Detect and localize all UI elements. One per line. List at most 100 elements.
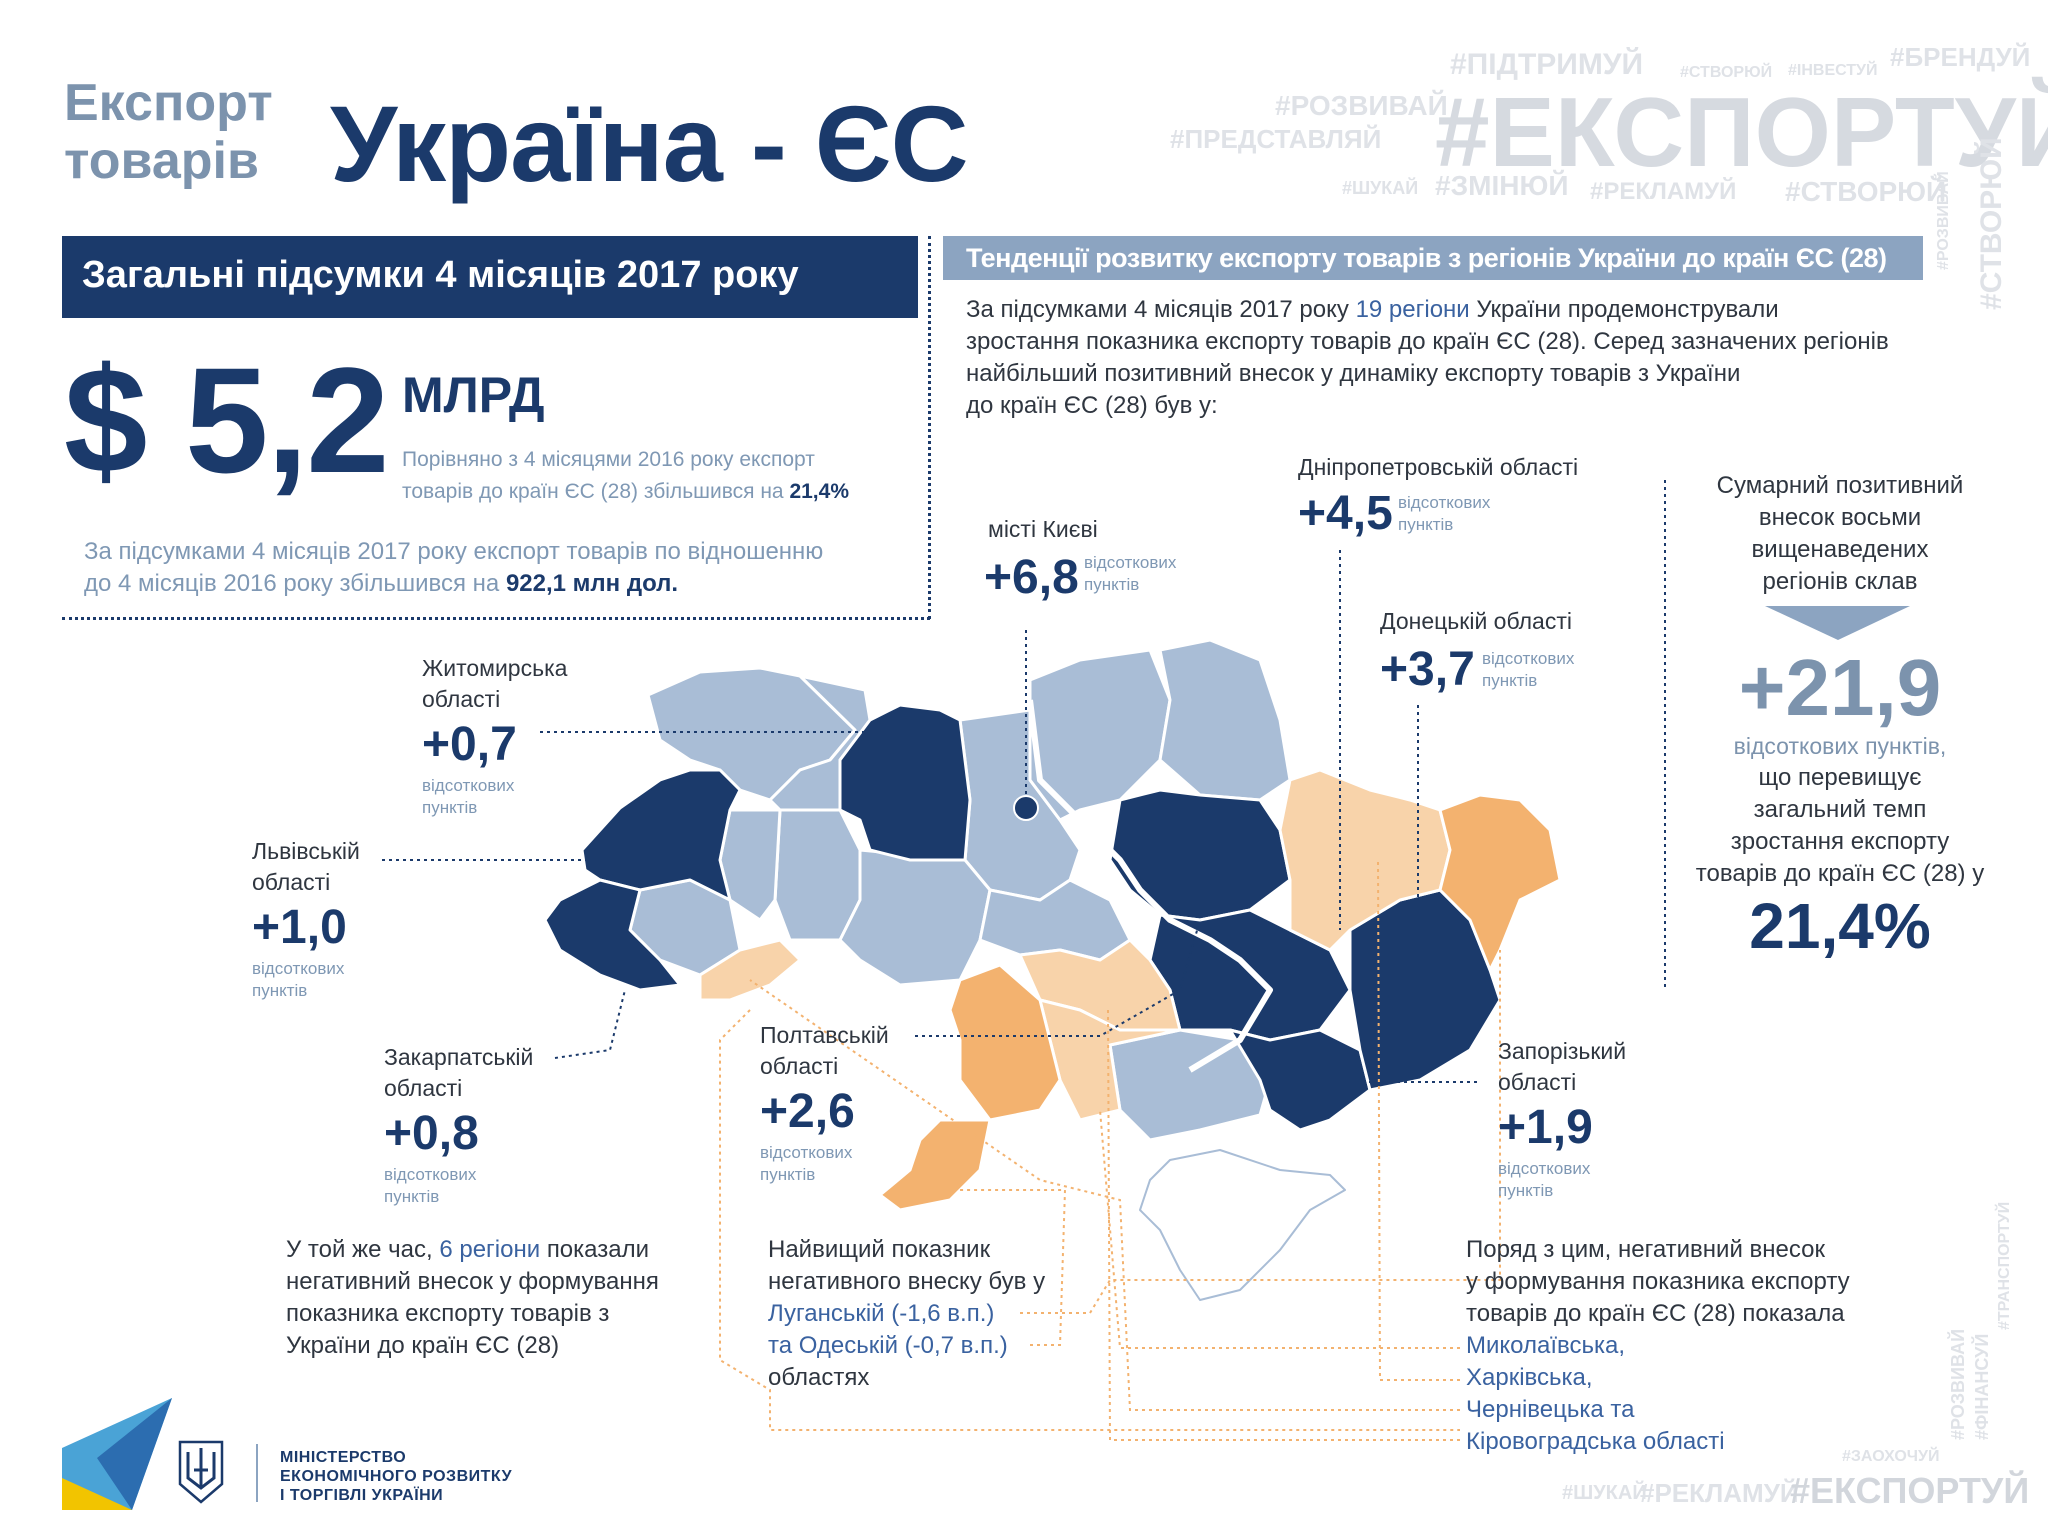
connector-odesa <box>960 1189 1067 1346</box>
trends-header-text: Тенденції розвитку експорту товарів з ре… <box>966 243 1887 273</box>
hashtag-4: #БРЕНДУЙ <box>1890 42 2031 72</box>
kyiv-value: +6,8 <box>984 551 1079 604</box>
page-title: Україна - ЄС <box>330 83 969 204</box>
map-regions <box>543 638 1562 1301</box>
negative-right: Поряд з цим, негативний внесок у формува… <box>1466 1234 1850 1458</box>
connector-zakarpattia <box>554 989 626 1059</box>
increase-line1: За підсумками 4 місяців 2017 року експор… <box>84 538 824 565</box>
total-line2: внесок восьми <box>1758 504 1922 531</box>
hashtag-3: #ІНВЕСТУЙ <box>1788 62 1878 79</box>
neg-left-line3: показника експорту товарів з <box>286 1300 610 1327</box>
poltava-value: +2,6 <box>760 1085 855 1138</box>
connector-chernivtsi <box>749 979 1460 1411</box>
intro-line4: до країн ЄС (28) був у: <box>966 392 1218 419</box>
donetsk-unit: відсоткових пунктів <box>1482 648 1574 692</box>
zhytomyr-value: +0,7 <box>422 718 517 771</box>
intro-line1-c: України продемонстрували <box>1476 296 1779 323</box>
total-line3: вищенаведених <box>1751 536 1929 563</box>
region-odesa-south <box>878 1118 992 1212</box>
dnipro-unit-2: пунктів <box>1398 515 1454 534</box>
lviv-name-2: області <box>252 869 331 895</box>
footer-hashtag-2: #РЕКЛАМУЙ <box>1640 1478 1799 1508</box>
lviv-name-1: Львівській <box>252 838 360 864</box>
neg-left-line2: негативний внесок у формування <box>286 1268 659 1295</box>
neg-mid-line3: Луганській (-1,6 в.п.) <box>768 1300 995 1327</box>
region-vinnytsia <box>838 848 992 987</box>
summary-dotted-bottom <box>62 617 930 620</box>
kyiv-unit-1: відсоткових <box>1084 553 1177 572</box>
side-hashtag-1: #РОЗВИВАЙ <box>1948 1328 1968 1440</box>
neg-mid-line5: областях <box>768 1364 870 1391</box>
intro-line2: зростання показника експорту товарів до … <box>966 328 1889 355</box>
zaporizhzhia-value: +1,9 <box>1498 1101 1593 1154</box>
ministry-line1: МІНІСТЕРСТВО <box>280 1449 407 1466</box>
zhytomyr-name-2: області <box>422 686 501 712</box>
poltava-unit-2: пунктів <box>760 1165 816 1184</box>
intro-line3: найбільший позитивний внесок у динаміку … <box>966 360 1741 387</box>
side-hashtag-3: #ТРАНСПОРТУЙ <box>1996 1201 2013 1330</box>
dnipro-value: +4,5 <box>1298 487 1393 540</box>
total-line4: регіонів склав <box>1762 568 1918 595</box>
poltava-name-1: Полтавській <box>760 1022 889 1048</box>
dnipro-river <box>1027 699 1273 1073</box>
connector-kirovohrad <box>1107 1009 1460 1441</box>
intro-line1-b: 19 регіони <box>1355 296 1470 323</box>
neg-mid-line2: негативного внеску був у <box>768 1268 1046 1295</box>
neg-right-line2: у формування показника експорту <box>1466 1268 1850 1295</box>
lviv-unit-2: пунктів <box>252 981 308 1000</box>
footer-hashtag-1: #ШУКАЙ <box>1562 1482 1647 1504</box>
total-line1: Сумарний позитивний <box>1716 472 1964 499</box>
total-unit: відсоткових пунктів, <box>1733 733 1947 759</box>
comparison-line2: товарів до країн ЄС (28) збільшився на 2… <box>402 476 849 508</box>
neg-right-item-1: Миколаївська, <box>1466 1332 1626 1359</box>
zhytomyr-name-1: Житомирська <box>422 655 568 681</box>
neg-right-item-3: Чернівецька та <box>1466 1396 1635 1423</box>
total-arrow <box>1765 606 1910 640</box>
negative-left: У той же час, 6 регіони показали негатив… <box>286 1234 659 1362</box>
neg-right-item-2: Харківська, <box>1466 1364 1593 1391</box>
neg-mid-line1: Найвищий показник <box>768 1236 991 1263</box>
summary-header-text: Загальні підсумки 4 місяців 2017 року <box>82 254 799 296</box>
neg-left-1c: показали <box>546 1236 650 1263</box>
pre-title: Експорт товарів <box>64 74 273 190</box>
increase-value: 922,1 млн дол. <box>505 570 679 597</box>
region-chernivtsi <box>698 938 802 1002</box>
comparison-value: 21,4% <box>789 480 849 503</box>
zakarpattia-name-2: області <box>384 1075 463 1101</box>
zakarpattia-unit-1: відсоткових <box>384 1165 477 1184</box>
region-zakarpattia <box>543 878 682 992</box>
hashtag-2: #СТВОРЮЙ <box>1680 64 1773 81</box>
summary-dotted-right <box>928 236 931 619</box>
footer-hashtag-4: #ЗАОХОЧУЙ <box>1842 1448 1940 1465</box>
pre-title-line2: товарів <box>64 132 259 190</box>
footer-hashtag-3: #ЕКСПОРТУЙ <box>1790 1470 2030 1511</box>
donetsk-unit-2: пунктів <box>1482 671 1538 690</box>
dnipro-unit: відсоткових пунктів <box>1398 492 1490 536</box>
total-cmp-value: 21,4% <box>1749 890 1931 962</box>
zakarpattia-name-1: Закарпатській <box>384 1044 534 1070</box>
ministry-name: МІНІСТЕРСТВО ЕКОНОМІЧНОГО РОЗВИТКУ І ТОР… <box>280 1448 512 1505</box>
connector-kharkiv <box>1377 859 1460 1381</box>
side-hashtag-2: #ФІНАНСУЙ <box>1972 1333 1992 1440</box>
hashtag-6: #ПРЕДСТАВЛЯЙ <box>1170 124 1382 154</box>
ministry-line3: І ТОРГІВЛІ УКРАЇНИ <box>280 1487 444 1504</box>
kyiv-unit: відсоткових пунктів <box>1084 552 1176 596</box>
neg-mid-line4: та Одеській (-0,7 в.п.) <box>768 1332 1008 1359</box>
region-khmelnytskyi <box>773 808 862 942</box>
trends-intro: За підсумками 4 місяців 2017 року 19 рег… <box>966 294 1889 422</box>
kyiv-name: місті Києві <box>988 516 1098 542</box>
region-chernihiv <box>1028 648 1172 822</box>
total-value: +21,9 <box>1738 643 1942 732</box>
donetsk-name: Донецькій області <box>1380 608 1572 634</box>
zhytomyr-unit-1: відсоткових <box>422 776 515 795</box>
pre-title-line1: Експорт <box>64 74 273 132</box>
comparison-line2-text: товарів до країн ЄС (28) збільшився на <box>402 480 784 503</box>
hashtag-main: #ЕКСПОРТУЙ <box>1435 77 2048 187</box>
neg-right-line1: Поряд з цим, негативний внесок <box>1466 1236 1826 1263</box>
trends-header <box>943 236 1923 280</box>
connector-neg-left <box>719 1009 1460 1431</box>
negative-middle: Найвищий показник негативного внеску був… <box>768 1234 1045 1394</box>
poltava-name-2: області <box>760 1053 839 1079</box>
neg-left-1a: У той же час, <box>286 1236 433 1263</box>
lviv-unit-1: відсоткових <box>252 959 345 978</box>
